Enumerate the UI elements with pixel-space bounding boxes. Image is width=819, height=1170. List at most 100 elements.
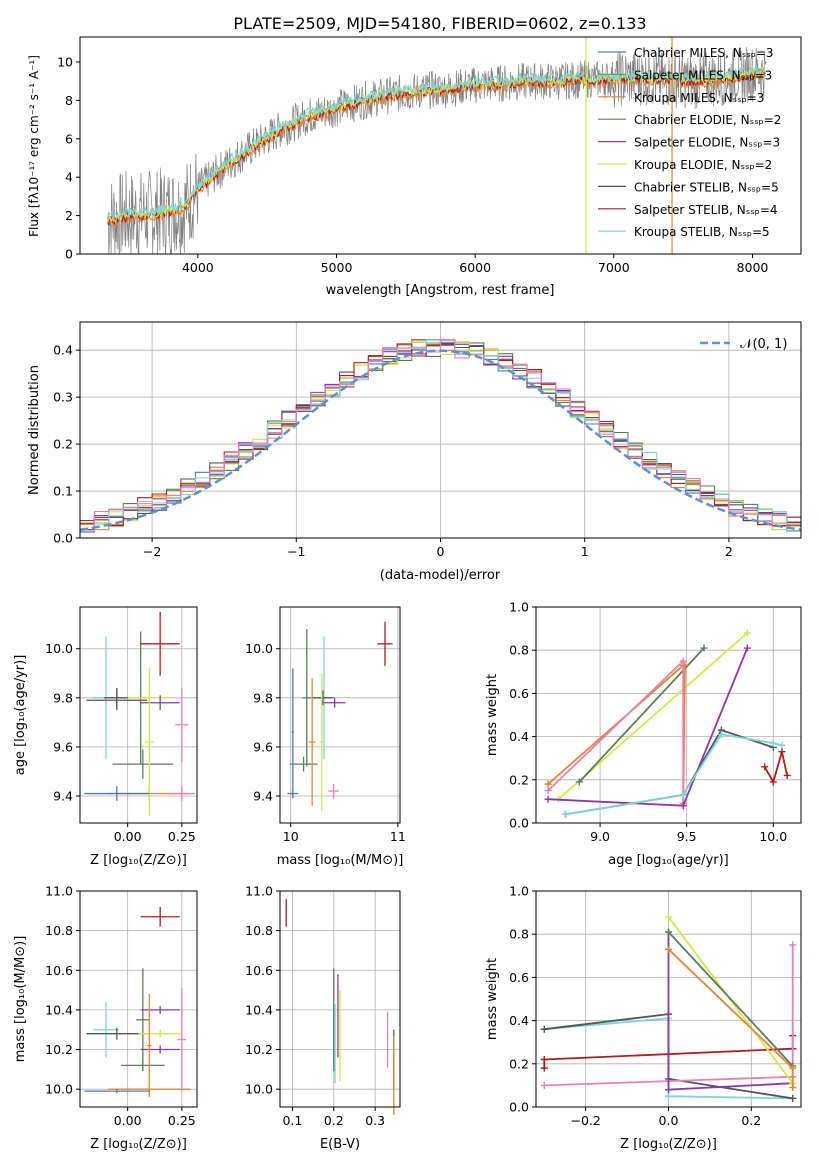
- x-tick-label: 11: [390, 829, 406, 844]
- y-tick-label: 1.0: [509, 884, 529, 899]
- y-tick-label: 11.0: [45, 884, 73, 899]
- y-tick-label: 10.8: [45, 923, 73, 938]
- model-spectrum-line-kroupa_elodie: [107, 66, 766, 223]
- age-vs-z-panel: 0.00 0.25 9.4 9.6 9.8 10.0 Z [log₁₀(Z/Z⊙)] age …: [13, 606, 198, 868]
- x-tick-label: 0.00: [114, 1113, 142, 1128]
- legend-label-kroupa_miles: Kroupa MILES, Nₛₛₚ=3: [634, 91, 764, 105]
- x-tick-label: −1: [287, 544, 305, 559]
- y-tick-label: 1.0: [509, 600, 529, 615]
- y-tick-label: 10.2: [245, 1042, 273, 1057]
- y-tick-label: 10.0: [245, 1082, 273, 1097]
- model-spectrum-line-kroupa_stelib: [107, 65, 766, 221]
- panel-xlabel: Z [log₁₀(Z/Z⊙)]: [90, 1137, 187, 1152]
- x-tick-label: 0.1: [282, 1113, 302, 1128]
- x-tick-label: 0.2: [324, 1113, 344, 1128]
- y-tick-label: 10.4: [245, 1002, 273, 1017]
- x-tick-label: 9.0: [590, 829, 610, 844]
- x-tick-label: −0.2: [571, 1113, 601, 1128]
- weight-marker-salpeter_stelib: [783, 771, 791, 779]
- panel-ylabel: mass weight: [485, 958, 500, 1040]
- mass-vs-z-panel: 0.00 0.25 10.0 10.2 10.4 10.6 10.8 11.0 Z [log₁₀…: [13, 884, 198, 1152]
- spectrum-panel: 4000 5000 6000 7000 8000 0 2 4 6 8 10 wavelength […: [27, 36, 802, 298]
- weight-marker-pink: [544, 787, 552, 795]
- grid: [80, 890, 197, 1107]
- y-tick-label: 0.4: [509, 729, 529, 744]
- figure-title: PLATE=2509, MJD=54180, FIBERID=0602, z=0…: [233, 14, 646, 33]
- weight-marker-chabrier_stelib: [540, 1025, 548, 1033]
- marks: [287, 621, 393, 811]
- legend-label-chabrier_elodie: Chabrier ELODIE, Nₛₛₚ=2: [634, 113, 781, 127]
- y-tick-label: 9.4: [53, 789, 73, 804]
- panel-frame: [535, 890, 802, 1108]
- x-tick-label: 9.5: [677, 829, 697, 844]
- weight-marker-kroupa_elodie: [665, 913, 672, 921]
- weight-marker-salpeter_elodie: [665, 1086, 672, 1094]
- weight-marker-kroupa_miles: [544, 780, 552, 788]
- panel-xlabel: age [log₁₀(age/yr)]: [608, 853, 729, 868]
- x-tick-label: 5000: [321, 260, 353, 275]
- y-tick-label: 9.6: [253, 739, 273, 754]
- weight-marker-kroupa_miles: [789, 1064, 797, 1072]
- weight-marker-chabrier_elodie: [700, 644, 708, 652]
- x-tick-label: 0.25: [168, 829, 196, 844]
- weight-vs-z-panel: −0.2 0.0 0.2 0.0 0.2 0.4 0.6 0.8 1.0 Z [log₁₀(Z/Z…: [485, 884, 802, 1152]
- marks: [84, 611, 195, 816]
- weight-line-kroupa_miles: [667, 948, 794, 1088]
- weight-line-salpeter_stelib: [763, 751, 788, 785]
- weight-marker-kroupa_miles: [789, 1084, 797, 1092]
- y-tick-label: 0.2: [53, 437, 73, 452]
- weight-marker-kroupa_stelib: [561, 810, 569, 818]
- grid: [536, 606, 801, 824]
- legend-label-salpeter_miles: Salpeter MILES, Nₛₛₚ=3: [634, 68, 772, 82]
- x-tick-label: 6000: [459, 260, 491, 275]
- weight-marker-salpeter_elodie: [544, 795, 552, 803]
- weight-marker-pink: [540, 1081, 548, 1089]
- panel-ylabel: mass weight: [485, 674, 500, 756]
- weight-marker-pink: [789, 941, 797, 949]
- legend-label-kroupa_elodie: Kroupa ELODIE, Nₛₛₚ=2: [634, 158, 772, 172]
- y-tick-label: 9.8: [253, 690, 273, 705]
- x-tick-label: 0.25: [168, 1113, 196, 1128]
- mass-vs-ebv-panel: 0.1 0.2 0.3 10.0 10.2 10.4 10.6 10.8 11.0 E(B-V): [245, 884, 401, 1152]
- weight-line-salpeter_elodie: [667, 932, 793, 1091]
- marks: [285, 898, 395, 1115]
- x-tick-label: 0.00: [114, 829, 142, 844]
- weight-marker-chabrier_stelib: [789, 1094, 797, 1102]
- y-tick-label: 0.0: [509, 816, 529, 831]
- weight-marker-salpeter_stelib: [540, 1055, 548, 1063]
- y-tick-label: 0.4: [509, 1013, 529, 1028]
- x-tick-label: 4000: [182, 260, 214, 275]
- panel-frame: [279, 606, 401, 824]
- y-tick-label: 10.4: [45, 1002, 73, 1017]
- y-tick-label: 0.8: [509, 927, 529, 942]
- panel-xlabel: Z [log₁₀(Z/Z⊙)]: [90, 853, 187, 868]
- spectrum-xlabel: wavelength [Angstrom, rest frame]: [326, 283, 555, 298]
- y-tick-label: 0.6: [509, 686, 529, 701]
- y-tick-label: 0.1: [53, 484, 73, 499]
- y-tick-label: 0.0: [53, 531, 73, 546]
- y-tick-label: 10.6: [45, 963, 73, 978]
- panel-xlabel: Z [log₁₀(Z/Z⊙)]: [620, 1137, 717, 1152]
- y-tick-label: 2: [65, 208, 73, 223]
- x-tick-label: −2: [143, 544, 161, 559]
- y-tick-label: 10.0: [245, 641, 273, 656]
- y-tick-label: 0.3: [53, 390, 73, 405]
- y-tick-label: 6: [65, 131, 73, 146]
- spectrum-frame: [79, 36, 802, 255]
- weight-marker-kroupa_stelib: [679, 791, 687, 799]
- weight-marker-kroupa_elodie: [743, 629, 751, 637]
- weight-vs-age-panel: 9.0 9.5 10.0 0.0 0.2 0.4 0.6 0.8 1.0 age [log₁₀(a…: [485, 600, 802, 868]
- panel-xlabel: E(B-V): [320, 1137, 360, 1152]
- y-tick-label: 10.8: [245, 923, 273, 938]
- histogram-ylabel: Normed distribution: [27, 365, 42, 495]
- panel-ylabel: mass [log₁₀(M/M⊙)]: [13, 936, 28, 1063]
- y-tick-label: 0: [65, 247, 73, 262]
- y-tick-label: 0.0: [509, 1100, 529, 1115]
- x-tick-label: 0: [437, 544, 445, 559]
- spectrum-ylabel: Flux [fλ10⁻¹⁷ erg cm⁻² s⁻¹ A⁻¹]: [27, 55, 41, 237]
- marks: [540, 913, 797, 1102]
- panel-frame: [535, 606, 802, 824]
- weight-line-chabrier_elodie: [667, 931, 794, 1067]
- grid: [280, 607, 400, 823]
